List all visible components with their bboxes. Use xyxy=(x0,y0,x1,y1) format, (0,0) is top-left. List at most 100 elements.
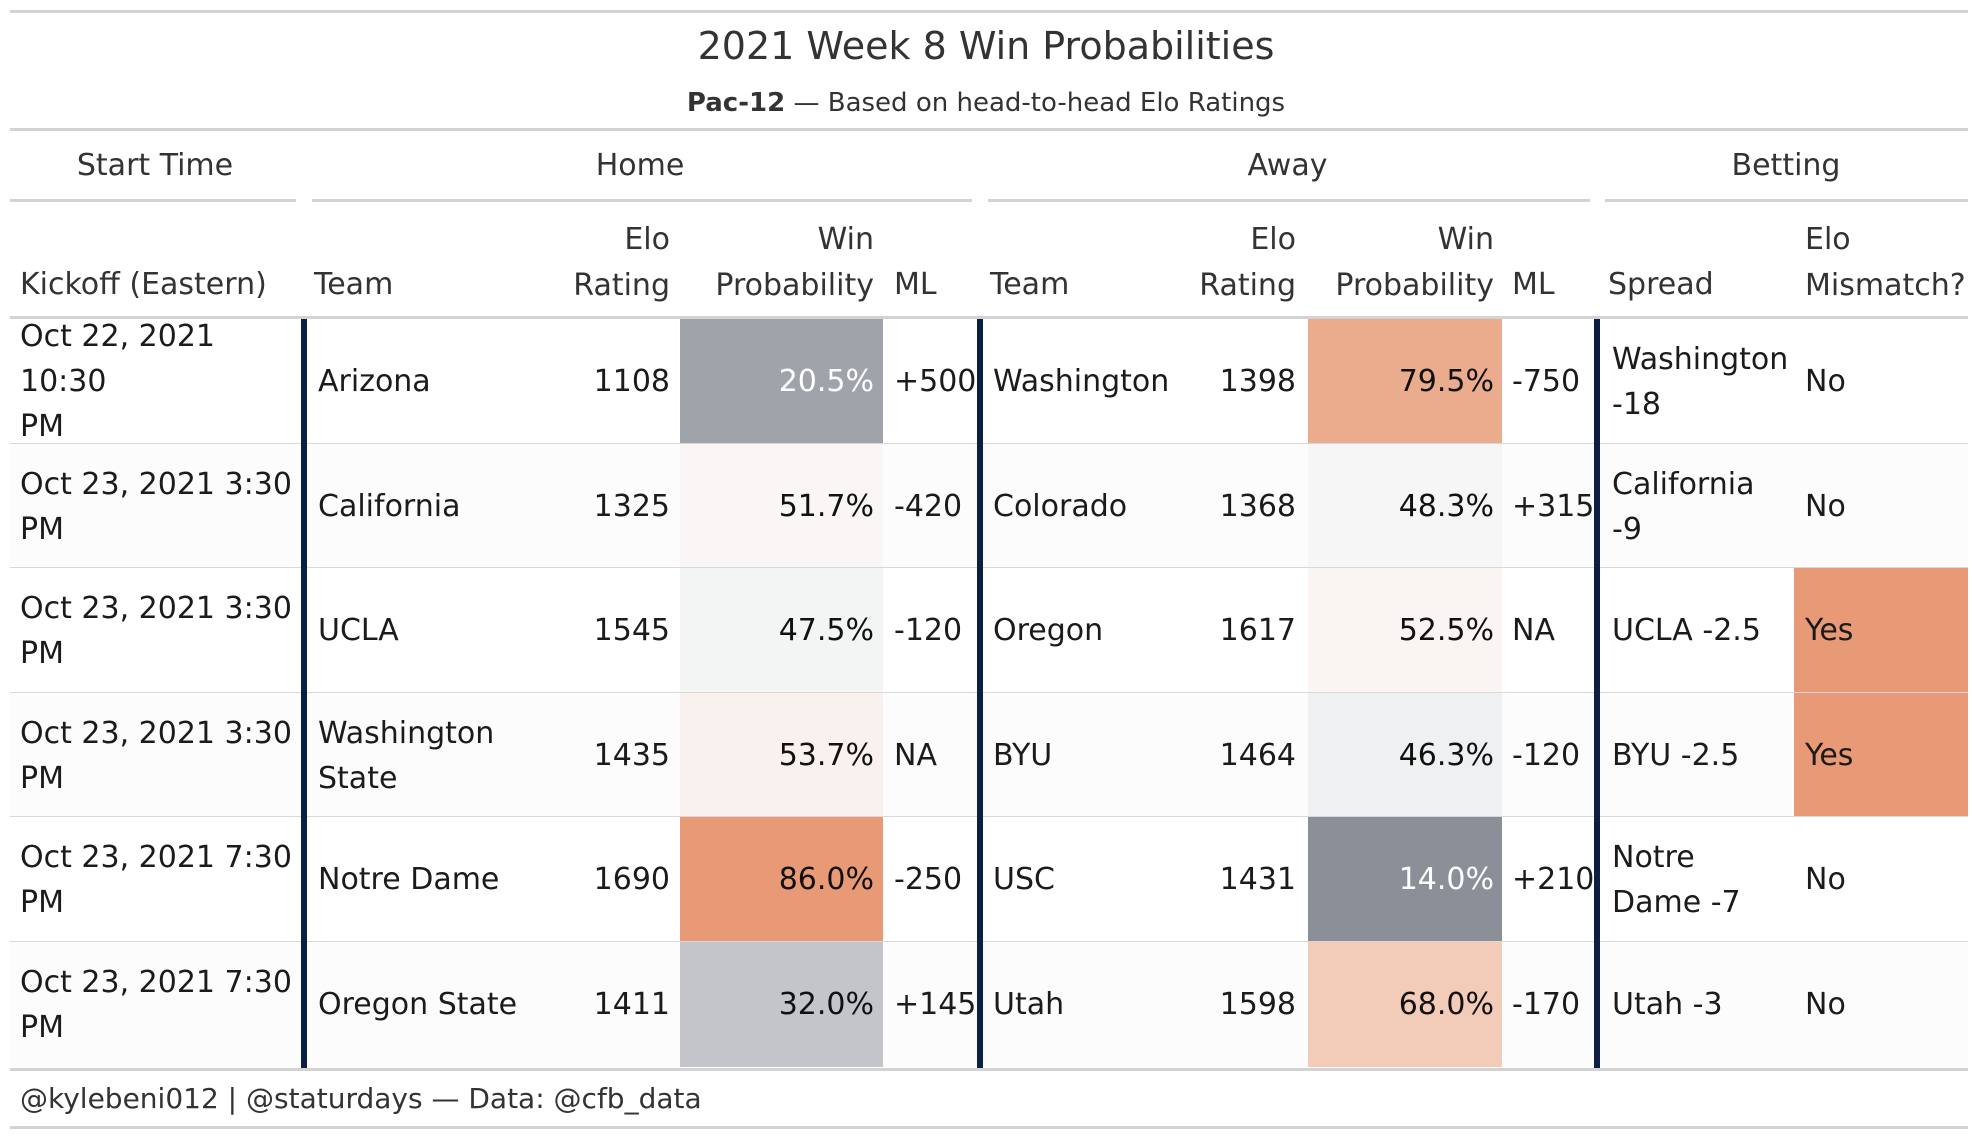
home-team-cell: Arizona xyxy=(318,364,431,399)
home-win-prob-fill xyxy=(680,693,883,818)
header-away-wp-line2: Probability xyxy=(1335,268,1494,303)
away-ml-cell: +315 xyxy=(1512,489,1595,524)
header-away-elo-line2: Rating xyxy=(1199,268,1296,303)
away-elo-cell: 1598 xyxy=(1219,987,1296,1022)
divider-away xyxy=(977,319,983,1070)
row-background xyxy=(10,444,1968,569)
kickoff-cell: Oct 23, 2021 3:30 PM xyxy=(20,568,295,693)
top-rule xyxy=(10,10,1968,13)
away-elo-cell: 1617 xyxy=(1219,613,1296,648)
header-away-elo: Elo Rating xyxy=(1170,217,1296,309)
kickoff-cell-line1: Oct 23, 2021 7:30 xyxy=(20,964,292,1000)
header-away-elo-line1: Elo xyxy=(1250,222,1296,257)
home-team-cell: California xyxy=(318,489,461,524)
home-ml-cell: NA xyxy=(894,738,937,773)
table-footer: @kylebeni012 | @staturdays — Data: @cfb_… xyxy=(20,1082,702,1115)
kickoff-cell: Oct 23, 2021 3:30 PM xyxy=(20,444,295,569)
mismatch-cell: No xyxy=(1805,489,1846,524)
home-win-prob-cell: 51.7% xyxy=(778,489,874,524)
body-bottom-rule xyxy=(10,1068,1968,1071)
mismatch-cell: Yes xyxy=(1805,738,1854,773)
home-ml-cell: -250 xyxy=(894,862,963,897)
home-elo-cell: 1325 xyxy=(593,489,670,524)
away-win-prob-cell: 46.3% xyxy=(1398,738,1494,773)
spread-cell: Notre Dame -7 xyxy=(1612,817,1792,942)
kickoff-cell-line2: PM xyxy=(20,635,64,671)
spread-cell: California -9 xyxy=(1612,444,1792,569)
group-away: Away xyxy=(1247,148,1328,183)
home-win-prob-cell: 47.5% xyxy=(778,613,874,648)
header-home-wp-line2: Probability xyxy=(715,268,874,303)
away-team-cell: Utah xyxy=(993,987,1065,1022)
home-team-cell: Notre Dame xyxy=(318,862,500,897)
away-elo-cell: 1464 xyxy=(1219,738,1296,773)
away-team-cell: Oregon xyxy=(993,613,1104,648)
away-win-prob-fill xyxy=(1308,942,1502,1067)
header-kickoff: Kickoff (Eastern) xyxy=(20,267,267,302)
kickoff-cell-line1: Oct 23, 2021 7:30 xyxy=(20,839,292,875)
kickoff-cell-text: Oct 23, 2021 7:30 PM xyxy=(20,960,292,1050)
home-ml-cell: +145 xyxy=(894,987,977,1022)
kickoff-cell-line2: PM xyxy=(20,409,64,444)
away-win-prob-fill xyxy=(1308,693,1502,818)
away-elo-cell: 1431 xyxy=(1219,862,1296,897)
spread-cell-line2: -18 xyxy=(1612,386,1661,422)
away-ml-cell: -170 xyxy=(1512,987,1581,1022)
home-win-prob-fill xyxy=(680,568,883,693)
spanner-away xyxy=(988,199,1590,202)
header-home-elo-line2: Rating xyxy=(573,268,670,303)
home-elo-cell: 1108 xyxy=(593,364,670,399)
away-elo-cell: 1398 xyxy=(1219,364,1296,399)
mismatch-cell: No xyxy=(1805,364,1846,399)
group-betting: Betting xyxy=(1731,148,1841,183)
header-home-wp: Win Probability xyxy=(690,217,874,309)
home-team-cell-line2: State xyxy=(318,760,398,796)
row-background xyxy=(10,319,1968,444)
spread-cell-text: California -9 xyxy=(1612,462,1754,552)
divider-betting xyxy=(1594,319,1600,1070)
header-away-team: Team xyxy=(990,267,1070,302)
home-team-cell: Oregon State xyxy=(318,987,518,1022)
home-win-prob-cell: 53.7% xyxy=(778,738,874,773)
away-win-prob-fill xyxy=(1308,319,1502,444)
body-top-rule xyxy=(10,316,1968,319)
away-ml-cell: +210 xyxy=(1512,862,1595,897)
away-win-prob-fill xyxy=(1308,568,1502,693)
kickoff-cell-line1: Oct 23, 2021 3:30 xyxy=(20,715,292,751)
away-win-prob-cell: 79.5% xyxy=(1398,364,1494,399)
header-away-wp-line1: Win xyxy=(1437,222,1494,257)
home-ml-cell: +500 xyxy=(894,364,977,399)
home-win-prob-cell: 86.0% xyxy=(778,862,874,897)
header-away-wp: Win Probability xyxy=(1310,217,1494,309)
home-win-prob-fill xyxy=(680,444,883,569)
kickoff-cell-line2: PM xyxy=(20,760,64,796)
divider-home xyxy=(301,319,307,1070)
spread-cell-line1: Washington xyxy=(1612,341,1789,377)
spread-cell-text: Washington -18 xyxy=(1612,337,1788,427)
row-background xyxy=(10,568,1968,693)
home-win-prob-fill xyxy=(680,319,883,444)
spread-cell: BYU -2.5 xyxy=(1612,738,1740,773)
mismatch-cell: No xyxy=(1805,862,1846,897)
mismatch-cell: No xyxy=(1805,987,1846,1022)
mismatch-fill xyxy=(1794,568,1968,693)
header-home-elo: Elo Rating xyxy=(540,217,670,309)
away-team-cell: Washington xyxy=(993,364,1170,399)
away-win-prob-cell: 52.5% xyxy=(1398,613,1494,648)
kickoff-cell-line1: Oct 23, 2021 3:30 xyxy=(20,590,292,626)
header-home-wp-line1: Win xyxy=(817,222,874,257)
home-team-cell-line1: Washington xyxy=(318,715,495,751)
spread-cell-line2: Dame -7 xyxy=(1612,884,1741,920)
mismatch-cell: Yes xyxy=(1805,613,1854,648)
spread-cell-line1: California xyxy=(1612,466,1755,502)
spanner-home xyxy=(312,199,972,202)
spread-cell: Utah -3 xyxy=(1612,987,1723,1022)
table-subtitle: Pac-12 — Based on head-to-head Elo Ratin… xyxy=(0,88,1972,118)
kickoff-cell-text: Oct 22, 2021 10:30 PM xyxy=(20,314,295,449)
row-background xyxy=(10,817,1968,942)
home-elo-cell: 1690 xyxy=(593,862,670,897)
home-team-cell: Washington State xyxy=(318,693,538,818)
group-home: Home xyxy=(595,148,685,183)
kickoff-cell-text: Oct 23, 2021 7:30 PM xyxy=(20,835,292,925)
header-home-team: Team xyxy=(314,267,394,302)
